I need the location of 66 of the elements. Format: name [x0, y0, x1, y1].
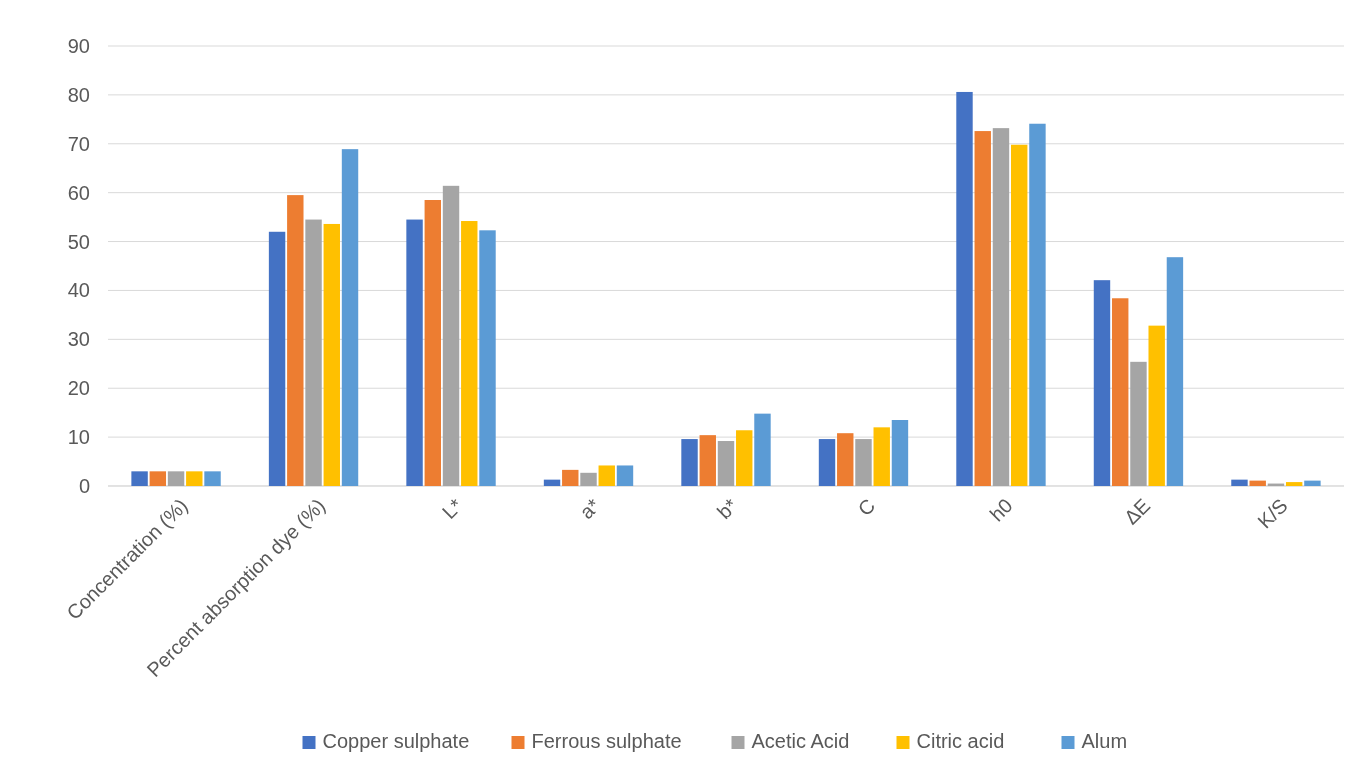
- y-tick-label: 0: [78, 475, 90, 497]
- bar: [616, 465, 634, 486]
- bar: [1166, 257, 1184, 486]
- bar: [956, 91, 973, 486]
- bar: [837, 433, 854, 486]
- bar: [855, 439, 872, 486]
- bar: [580, 472, 597, 486]
- bar: [1011, 144, 1028, 486]
- bar: [149, 471, 167, 486]
- bar: [598, 465, 615, 486]
- x-tick-label: ΔE: [1119, 494, 1155, 529]
- x-tick-label: h0: [985, 494, 1017, 526]
- bar: [167, 471, 185, 486]
- bar: [891, 420, 909, 486]
- y-tick-label: 20: [67, 377, 90, 400]
- bar: [681, 439, 698, 486]
- bar: [323, 223, 340, 486]
- bar: [699, 435, 716, 486]
- bar: [754, 413, 771, 486]
- x-tick-label: L*: [437, 494, 467, 524]
- bar: [543, 479, 561, 486]
- legend-label: Citric acid: [916, 730, 1005, 752]
- bar: [562, 469, 579, 486]
- x-tick-label: a*: [575, 494, 605, 524]
- bar: [1249, 480, 1266, 486]
- bar: [186, 471, 203, 486]
- bar: [1112, 298, 1129, 486]
- bar: [992, 128, 1010, 486]
- bar: [479, 230, 496, 486]
- bar: [442, 185, 460, 486]
- bar: [1029, 123, 1046, 486]
- y-tick-label: 60: [67, 181, 90, 204]
- bar: [1304, 480, 1321, 486]
- bar: [424, 200, 441, 486]
- bar: [1148, 325, 1165, 486]
- legend-label: Ferrous sulphate: [531, 730, 682, 752]
- bar: [204, 471, 221, 486]
- y-tick-label: 10: [67, 426, 90, 449]
- bar: [305, 219, 322, 486]
- y-tick-label: 80: [67, 83, 90, 106]
- x-tick-label: C: [853, 494, 880, 520]
- x-tick-label: b*: [712, 494, 742, 524]
- bar: [1130, 361, 1147, 486]
- legend-label: Copper sulphate: [322, 730, 470, 752]
- bar: [131, 471, 148, 486]
- bar: [1093, 280, 1111, 486]
- bar: [268, 231, 286, 486]
- bar: [873, 427, 890, 486]
- legend-label: Alum: [1081, 730, 1128, 752]
- bar: [1231, 479, 1248, 486]
- bar: [341, 149, 359, 486]
- bar: [461, 221, 478, 486]
- bar: [974, 131, 991, 486]
- y-tick-label: 50: [67, 230, 90, 253]
- y-tick-label: 90: [67, 35, 90, 57]
- legend-label: Acetic Acid: [751, 730, 850, 752]
- y-tick-label: 40: [67, 279, 90, 302]
- bar: [1285, 482, 1303, 486]
- bar: [818, 439, 836, 486]
- bar: [406, 219, 423, 486]
- y-tick-label: 30: [67, 328, 90, 351]
- x-tick-label: K/S: [1253, 494, 1292, 533]
- bar: [717, 441, 735, 486]
- y-tick-label: 70: [67, 132, 90, 155]
- bar: [736, 430, 753, 486]
- bar: [287, 195, 304, 486]
